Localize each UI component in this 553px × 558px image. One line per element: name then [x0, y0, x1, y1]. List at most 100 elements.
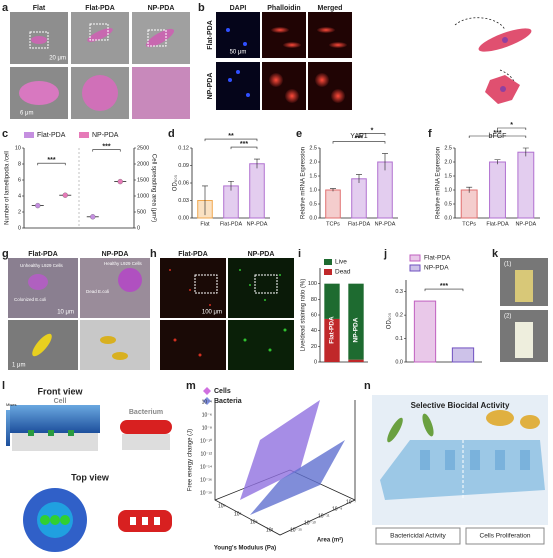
microscopy-images: [8, 258, 294, 370]
schematic-title: Selective Biocidal Activity: [411, 401, 510, 410]
scale-bar: 10 μm: [57, 310, 74, 316]
bar: [517, 151, 535, 219]
view-title: Top view: [71, 472, 110, 482]
y2-tick-label: 0: [137, 225, 140, 231]
y-tick-label: 1.5: [309, 173, 317, 179]
significance-label: **: [228, 133, 234, 140]
y-tick-label: 60: [311, 312, 317, 318]
panel-letter: e: [296, 128, 302, 140]
bar-segment: [348, 283, 364, 360]
panel-letter: d: [168, 128, 175, 140]
y-tick-label: 2.0: [309, 159, 317, 165]
y-tick-label: 0.0: [309, 215, 317, 221]
scale-bar: 100 μm: [202, 310, 222, 316]
fluorescence-images: [216, 12, 532, 110]
row-header: Flat-PDA: [207, 20, 214, 50]
bar: [489, 161, 506, 219]
panel-letter: l: [2, 380, 5, 392]
y-tick-label: 10: [15, 145, 21, 151]
y-tick-label: 0.5: [444, 201, 452, 207]
axis-line: [23, 148, 135, 229]
y-tick-label: 0: [18, 225, 21, 231]
vial-label: (1): [504, 262, 511, 268]
col-header: NP-PDA: [248, 251, 275, 258]
chart-title: YAP1: [350, 133, 367, 140]
panel-letter: a: [2, 2, 9, 14]
legend-label: NP-PDA: [92, 132, 119, 139]
y-tick-label: 0.5: [309, 201, 317, 207]
legend-swatch: [324, 269, 332, 275]
y-tick-label: 1.0: [309, 187, 317, 193]
energy-3d-plot: [203, 387, 356, 536]
y-tick-label: 0.06: [178, 180, 189, 186]
error-bar: [356, 174, 362, 183]
schematic-label: Cells Proliferation: [480, 533, 531, 540]
legend-label: NP-PDA: [424, 265, 449, 272]
tick-label: 10⁻¹⁵: [290, 527, 302, 533]
bar: [460, 189, 478, 219]
y-tick-label: 1.5: [444, 173, 452, 179]
significance-bracket: [204, 138, 258, 142]
y-tick-label: 2.5: [309, 145, 317, 151]
vial-photos: [500, 258, 548, 362]
category-label: Flat-PDA: [329, 316, 336, 344]
error-bar: [202, 185, 208, 216]
y-axis-label: OD₆₀₀: [387, 312, 393, 329]
legend-swatch: [79, 132, 89, 138]
scale-bar: 1 μm: [12, 363, 25, 369]
y-tick-label: 0.00: [178, 215, 189, 221]
axis-label: Free energy change (J): [188, 429, 194, 491]
y-tick-label: 2.5: [444, 145, 452, 151]
tick-label: 10⁻¹²: [200, 451, 212, 457]
y-tick-label: 1.0: [444, 187, 452, 193]
error-bar: [254, 158, 260, 169]
bar-segment: [348, 359, 364, 362]
tick-label: 10⁻⁶: [202, 412, 212, 418]
tick-label: 10⁻¹¹: [318, 513, 330, 519]
error-bar: [330, 188, 336, 192]
scale-bar: 20 μm: [49, 56, 66, 62]
panel-letter: g: [2, 248, 9, 260]
scale-bar: 6 μm: [20, 111, 33, 117]
y2-tick-label: 2500: [137, 145, 149, 151]
bar: [223, 185, 239, 219]
col-header: Flat: [33, 5, 46, 12]
tick-label: 10²: [266, 527, 274, 533]
tick-label: 10⁶: [234, 511, 242, 517]
x-tick-label: Flat: [200, 221, 210, 227]
panel-letter: m: [186, 380, 196, 392]
y-tick-label: 8: [18, 161, 21, 167]
x-tick-label: Flat-PDA: [220, 221, 243, 227]
scale-bar: 50 μm: [230, 50, 247, 56]
col-header: Phalloidin: [267, 5, 300, 12]
x-tick-label: Flat-PDA: [486, 221, 509, 227]
y-axis-label: Relative mRNA Expression: [301, 147, 307, 219]
tick-label: 10⁻¹⁶: [200, 477, 212, 483]
error-bar: [494, 159, 501, 165]
panel-letter: b: [198, 2, 205, 14]
y-axis-label: Number of lamellipodia /cell: [5, 151, 11, 225]
view-title: Front view: [37, 386, 83, 396]
x-tick-label: Flat-PDA: [348, 221, 371, 227]
y-tick-label: 80: [311, 297, 317, 303]
x-tick-label: NP-PDA: [247, 221, 268, 227]
significance-bracket: [468, 135, 527, 138]
y2-axis-label: Cell spreading area (μm²): [150, 154, 156, 222]
significance-label: *: [371, 127, 374, 134]
col-header: Flat-PDA: [28, 251, 58, 258]
significance-label: ***: [102, 143, 110, 150]
significance-bracket: [332, 141, 386, 144]
image-label: Unhealthy L929 Cells: [20, 263, 64, 268]
bar-segment: [324, 283, 340, 319]
y-tick-label: 4: [18, 193, 21, 199]
tick-label: 10⁻¹³: [304, 520, 316, 526]
x-tick-label: TCPs: [326, 221, 340, 227]
significance-bracket: [92, 149, 121, 152]
y-tick-label: 20: [311, 344, 317, 350]
tick-label: 10⁻¹⁸: [200, 490, 212, 496]
y-tick-label: 0.0: [395, 359, 403, 365]
y-tick-label: 40: [311, 328, 317, 334]
tick-label: 10⁻⁷: [346, 499, 356, 505]
y-tick-label: 2.0: [444, 159, 452, 165]
